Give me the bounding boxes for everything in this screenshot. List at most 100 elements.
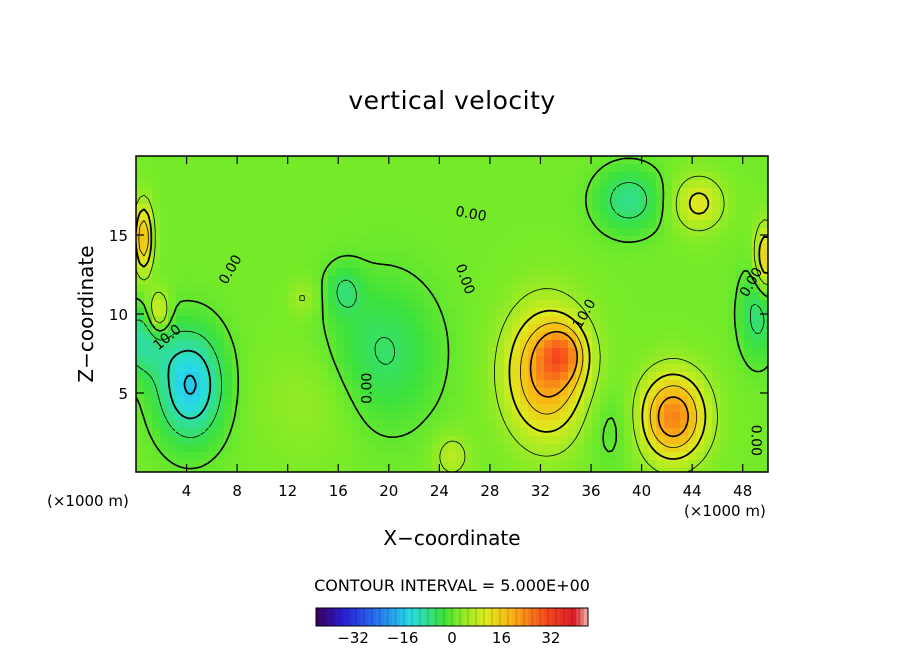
heat-cell bbox=[504, 252, 513, 261]
heat-cell bbox=[408, 412, 417, 421]
heat-cell bbox=[272, 380, 281, 389]
heat-cell bbox=[320, 180, 329, 189]
heat-cell bbox=[304, 324, 313, 333]
heat-cell bbox=[720, 284, 729, 293]
heat-cell bbox=[568, 268, 577, 277]
heat-cell bbox=[528, 380, 537, 389]
contour-line bbox=[183, 374, 197, 395]
heat-cell bbox=[480, 220, 489, 229]
heat-cell bbox=[504, 340, 513, 349]
heat-cell bbox=[504, 404, 513, 413]
heat-cell bbox=[328, 412, 337, 421]
heat-cell bbox=[240, 420, 249, 429]
heat-cell bbox=[280, 308, 289, 317]
heat-cell bbox=[232, 244, 241, 253]
heat-cell bbox=[368, 436, 377, 445]
heat-cell bbox=[288, 372, 297, 381]
heat-cell bbox=[192, 436, 201, 445]
heat-cell bbox=[712, 292, 721, 301]
heat-cell bbox=[560, 244, 569, 253]
heat-cell bbox=[624, 236, 633, 245]
heat-cell bbox=[224, 196, 233, 205]
heat-cell bbox=[416, 316, 425, 325]
heat-cell bbox=[224, 452, 233, 461]
heat-cell bbox=[464, 260, 473, 269]
heat-cell bbox=[256, 420, 265, 429]
heat-cell bbox=[208, 332, 217, 341]
heat-cell bbox=[360, 316, 369, 325]
heat-cell bbox=[216, 204, 225, 213]
heat-cell bbox=[728, 356, 737, 365]
heat-cell bbox=[640, 252, 649, 261]
heat-cell bbox=[544, 340, 553, 349]
heat-cell bbox=[448, 180, 457, 189]
heat-cell bbox=[688, 252, 697, 261]
heat-cell bbox=[384, 180, 393, 189]
colorbar-segment bbox=[348, 608, 353, 626]
heat-cell bbox=[704, 316, 713, 325]
heat-cell bbox=[496, 404, 505, 413]
heat-cell bbox=[408, 396, 417, 405]
heat-cell bbox=[712, 156, 721, 165]
heat-cell bbox=[664, 460, 673, 469]
heat-cell bbox=[568, 276, 577, 285]
heat-cell bbox=[512, 380, 521, 389]
heat-cell bbox=[192, 244, 201, 253]
heat-cell bbox=[720, 268, 729, 277]
heat-cell bbox=[192, 268, 201, 277]
heat-cell bbox=[392, 228, 401, 237]
heat-cell bbox=[248, 356, 257, 365]
heat-cell bbox=[448, 428, 457, 437]
heat-cell bbox=[760, 212, 768, 221]
heat-cell bbox=[176, 420, 185, 429]
heat-cell bbox=[656, 460, 665, 469]
heat-cell bbox=[728, 188, 737, 197]
heat-cell bbox=[696, 260, 705, 269]
heat-cell bbox=[168, 196, 177, 205]
heat-cell bbox=[688, 452, 697, 461]
heat-cell bbox=[736, 460, 745, 469]
heat-cell bbox=[200, 196, 209, 205]
heat-cell bbox=[312, 220, 321, 229]
heat-cell bbox=[512, 316, 521, 325]
heat-cell bbox=[200, 188, 209, 197]
heat-cell bbox=[464, 284, 473, 293]
heat-cell bbox=[576, 428, 585, 437]
heat-cell bbox=[352, 324, 361, 333]
heat-cell bbox=[312, 380, 321, 389]
heat-cell bbox=[144, 332, 153, 341]
heat-cell bbox=[168, 212, 177, 221]
heat-cell bbox=[360, 252, 369, 261]
heat-cell bbox=[280, 404, 289, 413]
heat-cell bbox=[512, 164, 521, 173]
heat-cell bbox=[456, 180, 465, 189]
heat-cell bbox=[496, 428, 505, 437]
heat-cell bbox=[536, 268, 545, 277]
heat-cell bbox=[216, 452, 225, 461]
heat-cell bbox=[680, 412, 689, 421]
heat-cell bbox=[560, 220, 569, 229]
heat-cell bbox=[648, 468, 657, 472]
heat-cell bbox=[744, 212, 753, 221]
heat-cell bbox=[280, 444, 289, 453]
heat-cell bbox=[176, 380, 185, 389]
heat-cell bbox=[416, 156, 425, 165]
heat-cell bbox=[664, 372, 673, 381]
heat-cell bbox=[448, 324, 457, 333]
heat-cell bbox=[352, 156, 361, 165]
heat-cell bbox=[280, 332, 289, 341]
heat-cell bbox=[760, 244, 768, 253]
heat-cell bbox=[616, 324, 625, 333]
heat-cell bbox=[440, 228, 449, 237]
heat-cell bbox=[552, 436, 561, 445]
heat-cell bbox=[224, 180, 233, 189]
heat-cell bbox=[160, 324, 169, 333]
heat-cell bbox=[160, 428, 169, 437]
heat-cell bbox=[712, 332, 721, 341]
heat-cell bbox=[568, 468, 577, 472]
heat-cell bbox=[616, 164, 625, 173]
heat-cell bbox=[664, 180, 673, 189]
heat-cell bbox=[152, 356, 161, 365]
heat-cell bbox=[656, 260, 665, 269]
heat-cell bbox=[664, 308, 673, 317]
